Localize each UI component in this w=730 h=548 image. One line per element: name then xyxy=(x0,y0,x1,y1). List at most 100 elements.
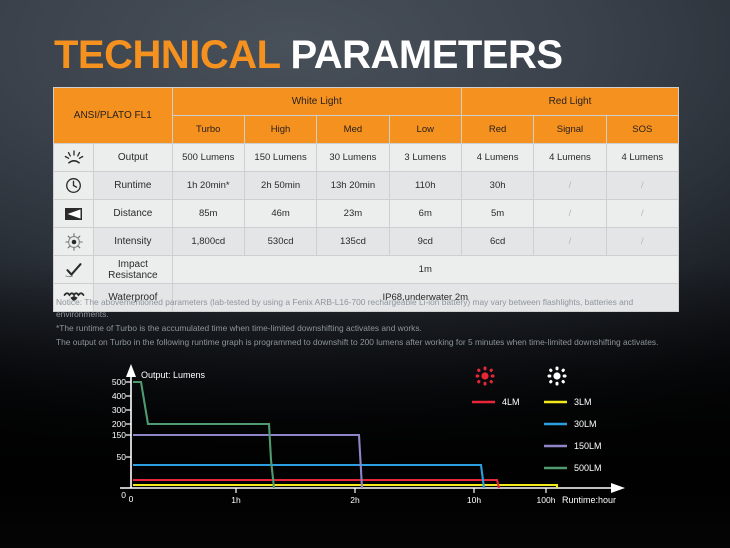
column-header-med: Med xyxy=(316,115,390,144)
table-row: Intensity 1,800cd 530cd 135cd 9cd 6cd / … xyxy=(52,227,680,256)
spec-table-container: ANSI/PLATO FL1 White Light Red Light Tur… xyxy=(52,87,680,312)
table-row: Runtime 1h 20min* 2h 50min 13h 20min 110… xyxy=(52,171,680,200)
cell-runtime-signal: / xyxy=(533,171,607,200)
cell-intensity-low: 9cd xyxy=(388,227,462,256)
chart-y-ticks: 500 400 300 200 150 50 0 xyxy=(112,377,131,500)
column-header-sos: SOS xyxy=(605,115,680,144)
cell-runtime-high: 2h 50min xyxy=(243,171,318,200)
y-tick-300: 300 xyxy=(112,405,126,415)
cell-intensity-signal: / xyxy=(533,227,607,256)
cell-runtime-red: 30h xyxy=(460,171,535,200)
check-icon xyxy=(52,255,95,284)
cell-output-low: 3 Lumens xyxy=(388,143,462,172)
x-tick-10h: 10h xyxy=(467,495,481,505)
notice-line-1: Notice: The abovementioned parameters (l… xyxy=(56,297,634,319)
cell-intensity-med: 135cd xyxy=(316,227,390,256)
legend-label-4LM: 4LM xyxy=(502,397,520,407)
legend-item-30LM: 30LM xyxy=(544,419,597,429)
legend-label-30LM: 30LM xyxy=(574,419,597,429)
beam-icon xyxy=(52,199,95,228)
cell-runtime-med: 13h 20min xyxy=(316,171,390,200)
legend-label-500LM: 500LM xyxy=(574,463,602,473)
waterdrop-icon xyxy=(52,283,95,312)
column-header-low: Low xyxy=(388,115,462,144)
white-sun-icon xyxy=(547,366,567,386)
cell-distance-signal: / xyxy=(533,199,607,228)
y-tick-0: 0 xyxy=(121,490,126,500)
series-line-30LM xyxy=(133,463,486,489)
cell-waterproof-value: IP68,underwater 2m xyxy=(171,283,680,312)
chart-series-group xyxy=(133,380,559,489)
legend-item-3LM: 3LM xyxy=(544,397,592,407)
cell-output-med: 30 Lumens xyxy=(316,143,390,172)
row-label-output: Output xyxy=(93,143,173,172)
spec-table: ANSI/PLATO FL1 White Light Red Light Tur… xyxy=(52,87,680,312)
x-tick-2h: 2h xyxy=(350,495,360,505)
series-line-150LM xyxy=(133,433,364,489)
cell-distance-sos: / xyxy=(605,199,680,228)
cell-distance-high: 46m xyxy=(243,199,318,228)
notice-line-3: The output on Turbo in the following run… xyxy=(56,336,659,347)
group-header-red-light: Red Light xyxy=(460,87,680,116)
y-tick-50: 50 xyxy=(117,452,127,462)
cell-runtime-turbo: 1h 20min* xyxy=(171,171,245,200)
column-header-signal: Signal xyxy=(533,115,607,144)
table-row: Impact Resistance 1m xyxy=(52,255,680,284)
row-label-runtime: Runtime xyxy=(93,171,173,200)
row-label-impact-resistance: Impact Resistance xyxy=(93,255,173,284)
cell-intensity-red: 6cd xyxy=(460,227,535,256)
cell-distance-red: 5m xyxy=(460,199,535,228)
cell-output-high: 150 Lumens xyxy=(243,143,318,172)
cell-distance-turbo: 85m xyxy=(171,199,245,228)
chart-x-axis-title: Runtime:hour xyxy=(562,495,616,505)
page-title-part2: PARAMETERS xyxy=(290,33,564,77)
table-row: Distance 85m 46m 23m 6m 5m / / xyxy=(52,199,680,228)
series-line-4LM xyxy=(133,478,501,489)
column-header-high: High xyxy=(243,115,318,144)
table-corner-label: ANSI/PLATO FL1 xyxy=(53,87,173,144)
runtime-chart: 500 400 300 200 150 50 0 Output: Lumens … xyxy=(0,358,730,528)
table-row: Waterproof IP68,underwater 2m xyxy=(52,283,680,312)
row-label-distance: Distance xyxy=(93,199,173,228)
cell-intensity-high: 530cd xyxy=(243,227,318,256)
series-line-500LM xyxy=(133,380,276,489)
table-header-group-row: ANSI/PLATO FL1 White Light Red Light xyxy=(53,87,680,144)
chart-y-axis-title: Output: Lumens xyxy=(141,370,206,380)
chart-axes xyxy=(120,364,625,493)
y-tick-150: 150 xyxy=(112,430,126,440)
clock-icon xyxy=(52,171,95,200)
column-header-turbo: Turbo xyxy=(171,115,245,144)
target-icon xyxy=(52,227,95,256)
legend-item-4LM: 4LM xyxy=(472,397,520,407)
chart-legend: 4LM 3LM 30LM 150LM 500LM xyxy=(472,366,602,473)
legend-label-150LM: 150LM xyxy=(574,441,602,451)
page-title-part1: TECHNICAL xyxy=(54,33,280,77)
x-tick-0: 0 xyxy=(129,494,134,504)
legend-item-500LM: 500LM xyxy=(544,463,602,473)
red-sun-icon xyxy=(475,366,495,386)
sunburst-icon xyxy=(52,143,95,172)
cell-output-signal: 4 Lumens xyxy=(533,143,607,172)
cell-runtime-sos: / xyxy=(605,171,680,200)
page-title: TECHNICAL PARAMETERS xyxy=(54,33,563,78)
cell-runtime-low: 110h xyxy=(388,171,462,200)
row-label-waterproof: Waterproof xyxy=(93,283,173,312)
table-row: Output 500 Lumens 150 Lumens 30 Lumens 3… xyxy=(52,143,680,172)
cell-output-sos: 4 Lumens xyxy=(605,143,680,172)
y-tick-500: 500 xyxy=(112,377,126,387)
notice-line-2: *The runtime of Turbo is the accumulated… xyxy=(56,322,422,333)
cell-distance-low: 6m xyxy=(388,199,462,228)
column-header-red: Red xyxy=(460,115,535,144)
cell-impact-resistance-value: 1m xyxy=(171,255,680,284)
y-tick-400: 400 xyxy=(112,391,126,401)
chart-x-ticks: 0 1h 2h 10h 100h xyxy=(129,488,556,505)
cell-intensity-turbo: 1,800cd xyxy=(171,227,245,256)
row-label-intensity: Intensity xyxy=(93,227,173,256)
group-header-white-light: White Light xyxy=(171,87,462,116)
legend-item-150LM: 150LM xyxy=(544,441,602,451)
cell-output-red: 4 Lumens xyxy=(460,143,535,172)
cell-intensity-sos: / xyxy=(605,227,680,256)
x-tick-1h: 1h xyxy=(231,495,241,505)
notice-block: Notice: The abovementioned parameters (l… xyxy=(56,297,681,351)
x-tick-100h: 100h xyxy=(537,495,556,505)
